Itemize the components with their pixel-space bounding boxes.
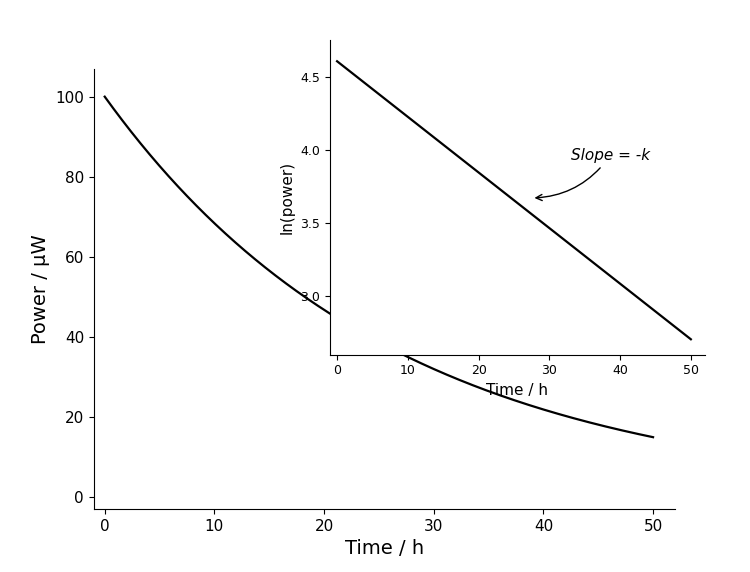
Y-axis label: ln(power): ln(power) — [280, 161, 295, 234]
Y-axis label: Power / μW: Power / μW — [31, 234, 50, 344]
Text: Slope = -k: Slope = -k — [536, 148, 650, 201]
X-axis label: Time / h: Time / h — [345, 539, 424, 558]
X-axis label: Time / h: Time / h — [487, 383, 548, 398]
